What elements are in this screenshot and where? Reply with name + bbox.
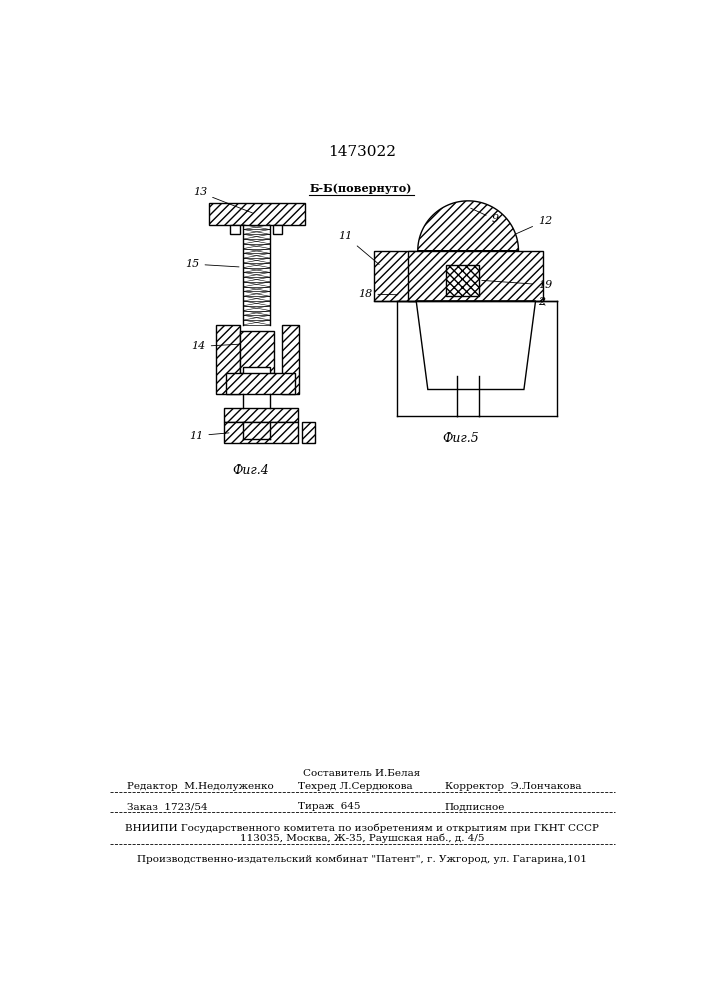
Bar — [224, 408, 298, 422]
Text: 14: 14 — [192, 341, 239, 351]
Bar — [301, 422, 315, 443]
Bar — [243, 367, 270, 380]
Bar — [409, 251, 543, 301]
Polygon shape — [418, 201, 518, 251]
Text: 9: 9 — [471, 208, 498, 224]
Text: Техред Л.Сердюкова: Техред Л.Сердюкова — [298, 782, 412, 791]
Bar — [224, 422, 298, 443]
Polygon shape — [416, 301, 535, 389]
Text: Тираж  645: Тираж 645 — [298, 802, 360, 811]
Bar — [240, 331, 274, 373]
Bar — [226, 373, 296, 394]
Text: 11: 11 — [189, 431, 229, 441]
Text: 12: 12 — [515, 216, 552, 234]
Text: Производственно-издательский комбинат "Патент", г. Ужгород, ул. Гагарина,101: Производственно-издательский комбинат "П… — [137, 855, 587, 864]
Bar — [230, 225, 240, 234]
Bar — [216, 325, 240, 394]
Text: Корректор  Э.Лончакова: Корректор Э.Лончакова — [445, 782, 581, 791]
Text: 11: 11 — [339, 231, 379, 265]
Text: 2: 2 — [538, 297, 545, 307]
Text: 1473022: 1473022 — [328, 145, 396, 159]
Text: Составитель И.Белая: Составитель И.Белая — [303, 769, 421, 778]
Bar — [282, 325, 299, 394]
Text: ВНИИПИ Государственного комитета по изобретениям и открытиям при ГКНТ СССР: ВНИИПИ Государственного комитета по изоб… — [125, 823, 599, 833]
Text: Фиг.4: Фиг.4 — [233, 464, 269, 477]
Bar — [209, 203, 305, 225]
Text: Заказ  1723/54: Заказ 1723/54 — [127, 802, 208, 811]
Text: Б-Б(повернуто): Б-Б(повернуто) — [309, 183, 411, 194]
Bar — [446, 265, 479, 296]
Text: Фиг.5: Фиг.5 — [442, 432, 479, 445]
Text: 18: 18 — [358, 289, 398, 299]
Text: 19: 19 — [481, 280, 552, 290]
Bar — [373, 251, 419, 301]
Bar — [273, 225, 282, 234]
Text: 113035, Москва, Ж-35, Раушская наб., д. 4/5: 113035, Москва, Ж-35, Раушская наб., д. … — [240, 834, 484, 843]
Text: Редактор  М.Недолуженко: Редактор М.Недолуженко — [127, 782, 274, 791]
Text: Подписное: Подписное — [445, 802, 506, 811]
Text: 13: 13 — [193, 187, 252, 213]
Text: 15: 15 — [185, 259, 239, 269]
